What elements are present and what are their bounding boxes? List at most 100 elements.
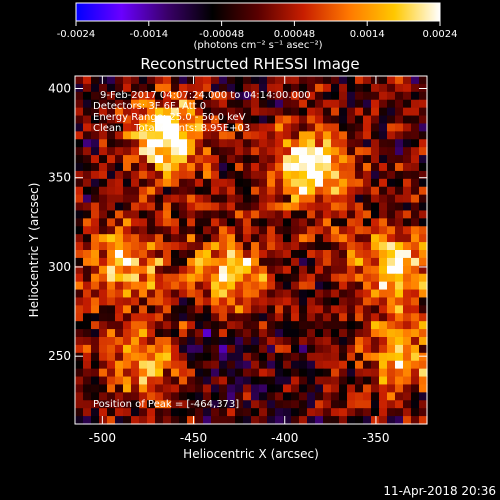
heatmap-cell <box>75 376 84 386</box>
heatmap-cell <box>243 376 252 386</box>
plot-frame <box>74 75 428 425</box>
heatmap-cell <box>219 337 228 346</box>
heatmap-cell <box>411 305 420 314</box>
heatmap-cell <box>243 234 252 243</box>
heatmap-cell <box>403 155 412 164</box>
heatmap-cell <box>147 313 156 322</box>
heatmap-cell <box>179 139 188 148</box>
heatmap-cell <box>403 226 412 235</box>
heatmap-cell <box>155 234 164 243</box>
heatmap-cell <box>83 360 92 370</box>
heatmap-cell <box>355 344 364 354</box>
heatmap-cell <box>371 163 380 172</box>
heatmap-cell <box>251 305 260 314</box>
heatmap-cell <box>379 131 388 140</box>
heatmap-cell <box>91 123 100 132</box>
heatmap-cell <box>323 170 332 180</box>
heatmap-cell <box>171 186 180 196</box>
heatmap-cell <box>227 234 236 243</box>
heatmap-cell <box>259 392 268 401</box>
heatmap-cell <box>195 352 204 362</box>
heatmap-cell <box>99 83 108 93</box>
heatmap-cell <box>139 376 148 386</box>
heatmap-cell <box>315 392 324 401</box>
heatmap-cell <box>75 408 84 417</box>
heatmap-cell <box>91 368 100 378</box>
heatmap-cell <box>75 186 84 196</box>
heatmap-cell <box>275 218 284 227</box>
heatmap-cell <box>235 376 244 386</box>
heatmap-cell <box>155 99 164 109</box>
heatmap-cell <box>83 289 92 299</box>
heatmap-cell <box>379 344 388 354</box>
heatmap-cell <box>219 186 228 196</box>
heatmap-cell <box>339 147 348 156</box>
heatmap-cell <box>91 360 100 370</box>
heatmap-cell <box>323 329 332 338</box>
heatmap-cell <box>147 155 156 164</box>
heatmap-cell <box>107 202 116 212</box>
heatmap-cell <box>339 107 348 117</box>
heatmap-cell <box>283 218 292 227</box>
heatmap-cell <box>163 83 172 93</box>
heatmap-cell <box>347 281 356 291</box>
heatmap-cell <box>243 250 252 259</box>
heatmap-cell <box>91 147 100 156</box>
heatmap-cell <box>251 107 260 117</box>
heatmap-cell <box>355 265 364 275</box>
heatmap-cell <box>395 321 404 330</box>
heatmap-cell <box>155 392 164 401</box>
heatmap-cell <box>259 123 268 132</box>
heatmap-cell <box>379 234 388 243</box>
heatmap-cell <box>347 139 356 148</box>
heatmap-cell <box>419 392 428 401</box>
heatmap-cell <box>179 131 188 140</box>
heatmap-cell <box>291 265 300 275</box>
heatmap-cell <box>275 344 284 354</box>
heatmap-cell <box>147 115 156 125</box>
heatmap-cell <box>243 242 252 251</box>
heatmap-cell <box>379 115 388 125</box>
heatmap-cell <box>179 321 188 330</box>
heatmap-cell <box>387 139 396 148</box>
heatmap-cell <box>219 416 228 425</box>
heatmap-cell <box>283 186 292 196</box>
heatmap-cell <box>283 178 292 188</box>
heatmap-cell <box>363 400 372 409</box>
heatmap-cell <box>179 408 188 417</box>
heatmap-cell <box>275 139 284 148</box>
heatmap-cell <box>123 226 132 235</box>
heatmap-cell <box>331 265 340 275</box>
heatmap-cell <box>347 210 356 219</box>
heatmap-cell <box>251 313 260 322</box>
heatmap-cell <box>291 313 300 322</box>
heatmap-cell <box>179 242 188 251</box>
heatmap-cell <box>299 107 308 117</box>
heatmap-cell <box>387 257 396 267</box>
heatmap-cell <box>123 392 132 401</box>
heatmap-cell <box>331 131 340 140</box>
heatmap-cell <box>139 337 148 346</box>
heatmap-cell <box>283 344 292 354</box>
heatmap-cell <box>99 297 108 306</box>
heatmap-cell <box>395 194 404 204</box>
heatmap-cell <box>227 289 236 299</box>
heatmap-cell <box>211 297 220 306</box>
heatmap-cell <box>315 170 324 180</box>
heatmap-cell <box>163 155 172 164</box>
heatmap-cell <box>307 416 316 425</box>
heatmap-cell <box>371 329 380 338</box>
heatmap-cell <box>419 186 428 196</box>
heatmap-cell <box>379 321 388 330</box>
heatmap-cell <box>219 99 228 109</box>
heatmap-cell <box>203 226 212 235</box>
heatmap-cell <box>419 107 428 117</box>
heatmap-cell <box>323 352 332 362</box>
heatmap-cell <box>363 76 372 85</box>
heatmap-cell <box>195 329 204 338</box>
heatmap-cell <box>91 83 100 93</box>
heatmap-cell <box>139 329 148 338</box>
heatmap-cell <box>115 384 124 393</box>
heatmap-cell <box>299 257 308 267</box>
heatmap-cell <box>123 115 132 125</box>
